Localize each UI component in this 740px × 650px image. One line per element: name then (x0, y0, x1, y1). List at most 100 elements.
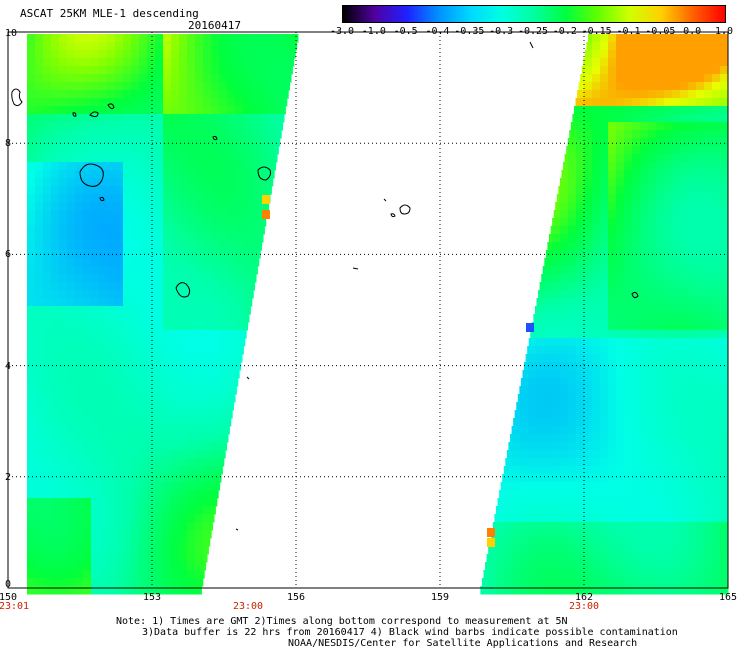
swath-cell (672, 218, 681, 227)
swath-cell (227, 282, 236, 291)
swath-cell (115, 66, 124, 75)
swath-cell (528, 354, 537, 363)
swath-cell (179, 522, 188, 531)
swath-cell (91, 394, 100, 403)
swath-cell (600, 354, 609, 363)
swath-cell (584, 314, 593, 323)
swath-cell (35, 546, 44, 555)
swath-cell (203, 58, 212, 67)
swath-cell (179, 378, 188, 387)
swath-cell (251, 98, 260, 107)
swath-cell (592, 570, 601, 579)
swath-cell (123, 274, 132, 283)
swath-cell (179, 194, 188, 203)
swath-cell (552, 530, 561, 539)
swath-cell (648, 218, 657, 227)
swath-cell (187, 522, 196, 531)
swath-cell (656, 474, 665, 483)
swath-cell (51, 322, 60, 331)
swath-cell (147, 546, 156, 555)
swath-cell (524, 362, 529, 371)
swath-cell (83, 202, 92, 211)
swath-cell (704, 50, 713, 59)
swath-cell (656, 330, 665, 339)
swath-cell (664, 362, 673, 371)
swath-cell (576, 162, 585, 171)
swath-cell (107, 554, 116, 563)
swath-cell (67, 482, 76, 491)
swath-cell (544, 498, 553, 507)
swath-cell (536, 306, 545, 315)
swath-cell (115, 442, 124, 451)
swath-cell (27, 458, 36, 467)
swath-cell (640, 322, 649, 331)
swath-cell (123, 586, 132, 595)
swath-cell (219, 90, 228, 99)
swath-cell (640, 370, 649, 379)
swath-cell (648, 258, 657, 267)
swath-cell (219, 474, 222, 483)
swath-cell (512, 450, 521, 459)
swath-cell (195, 162, 204, 171)
swath-cell (107, 442, 116, 451)
swath-cell (27, 146, 36, 155)
swath-cell (528, 514, 537, 523)
swath-cell (616, 498, 625, 507)
swath-cell (99, 490, 108, 499)
swath-cell (704, 170, 713, 179)
swath-cell (243, 186, 252, 195)
swath-cell (75, 218, 84, 227)
swath-cell (243, 210, 252, 219)
swath-cell (648, 178, 657, 187)
swath-cell (195, 242, 204, 251)
swath-cell (656, 242, 665, 251)
swath-cell (696, 242, 705, 251)
swath-cell (640, 586, 649, 595)
swath-cell (696, 458, 705, 467)
swath-cell (640, 210, 649, 219)
swath-cell (704, 106, 713, 115)
swath-cell (171, 474, 180, 483)
swath-cell (568, 474, 577, 483)
swath-cell (91, 442, 100, 451)
swath-cell (680, 178, 689, 187)
swath-cell (656, 98, 665, 107)
swath-cell (51, 58, 60, 67)
swath-cell (552, 426, 561, 435)
swath-cell (155, 122, 164, 131)
swath-cell (608, 242, 617, 251)
swath-cell (576, 410, 585, 419)
swath-cell (688, 226, 697, 235)
swath-cell (576, 210, 585, 219)
swath-cell (262, 210, 270, 219)
swath-cell (251, 58, 260, 67)
swath-cell (75, 474, 84, 483)
swath-cell (235, 170, 244, 179)
swath-cell (488, 586, 497, 595)
swath-cell (59, 330, 68, 339)
swath-cell (203, 354, 212, 363)
swath-cell (600, 402, 609, 411)
swath-cell (99, 154, 108, 163)
swath-cell (648, 50, 657, 59)
swath-cell (616, 218, 625, 227)
swath-cell (267, 42, 276, 51)
swath-cell (672, 82, 681, 91)
swath-cell (251, 122, 260, 131)
swath-cell (251, 130, 260, 139)
swath-cell (640, 570, 649, 579)
swath-cell (704, 554, 713, 563)
swath-cell (43, 490, 52, 499)
swath-cell (576, 490, 585, 499)
swath-cell (672, 570, 681, 579)
swath-cell (656, 522, 665, 531)
swath-cell (219, 98, 228, 107)
swath-cell (147, 498, 156, 507)
swath-cell (704, 370, 713, 379)
swath-cell (568, 554, 577, 563)
swath-cell (720, 122, 729, 131)
swath-cell (648, 410, 657, 419)
swath-cell (584, 290, 593, 299)
swath-cell (576, 322, 585, 331)
swath-cell (219, 50, 228, 59)
